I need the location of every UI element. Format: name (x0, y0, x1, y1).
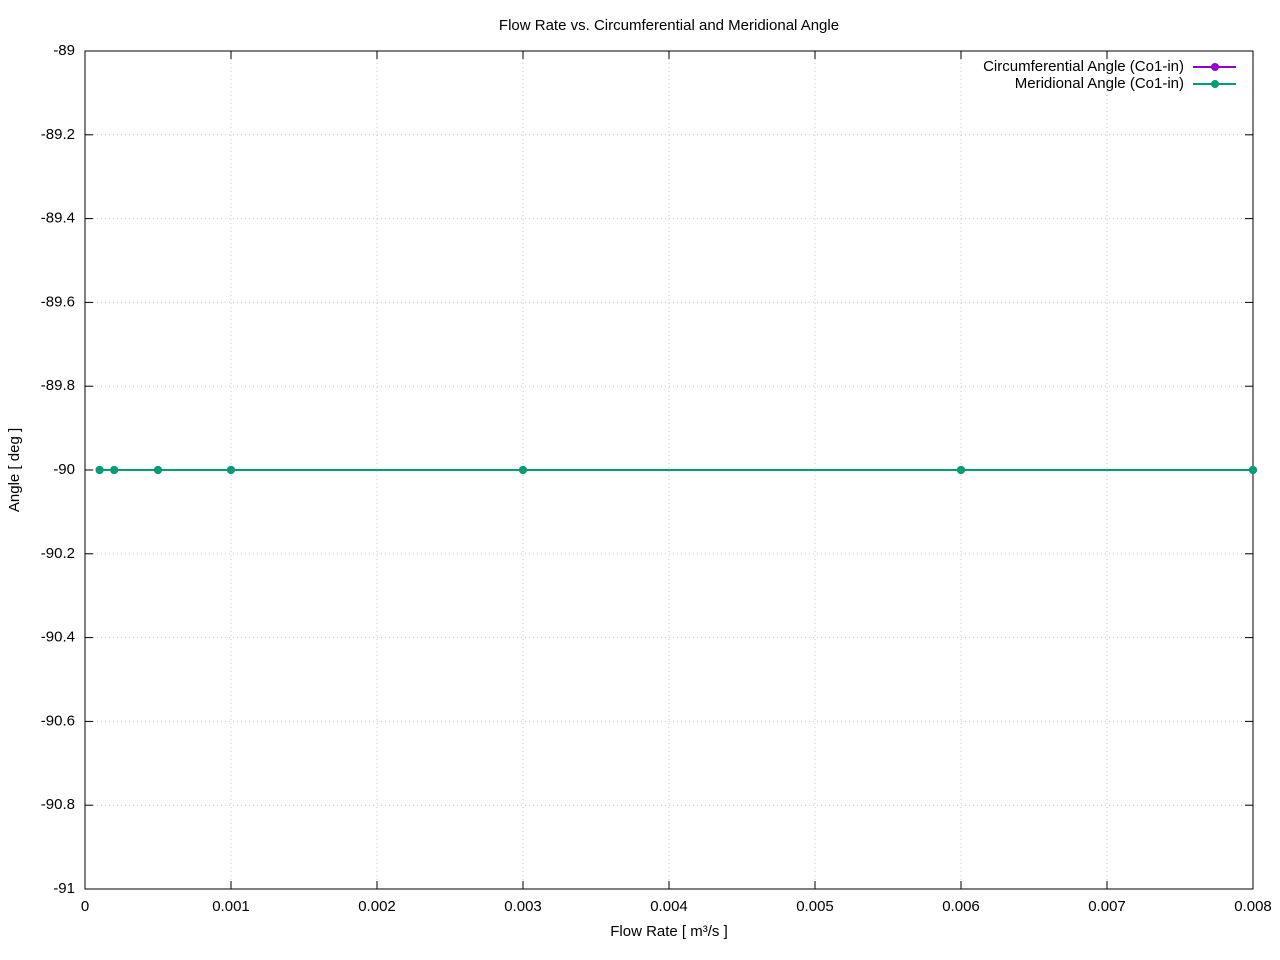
legend-label: Meridional Angle (Co1-in) (1015, 75, 1184, 92)
y-tick-label: -89.4 (41, 210, 75, 227)
y-axis-label: Angle [ deg ] (6, 428, 23, 512)
y-tick-label: -89.2 (41, 126, 75, 143)
chart-title: Flow Rate vs. Circumferential and Meridi… (499, 17, 839, 34)
data-point (519, 466, 527, 474)
y-tick-label: -90.2 (41, 545, 75, 562)
legend-label: Circumferential Angle (Co1-in) (983, 58, 1184, 75)
y-tick-label: -90.8 (41, 796, 75, 813)
legend-marker (1211, 63, 1219, 71)
x-axis-label: Flow Rate [ m³/s ] (610, 923, 728, 940)
x-tick-label: 0.008 (1234, 898, 1272, 915)
x-tick-label: 0.007 (1088, 898, 1126, 915)
y-tick-label: -89.6 (41, 293, 75, 310)
x-tick-label: 0.002 (358, 898, 396, 915)
y-tick-label: -90 (53, 461, 75, 478)
x-tick-label: 0.001 (212, 898, 250, 915)
y-tick-label: -89.8 (41, 377, 75, 394)
x-tick-label: 0.006 (942, 898, 980, 915)
data-point (227, 466, 235, 474)
x-tick-label: 0 (81, 898, 89, 915)
y-tick-label: -89 (53, 42, 75, 59)
y-tick-label: -90.4 (41, 629, 75, 646)
data-point (154, 466, 162, 474)
x-tick-label: 0.003 (504, 898, 542, 915)
data-point (1249, 466, 1257, 474)
data-point (110, 466, 119, 474)
y-tick-label: -91 (53, 880, 75, 897)
x-tick-label: 0.004 (650, 898, 688, 915)
legend-marker (1211, 80, 1219, 88)
data-point (957, 466, 965, 474)
data-point (95, 466, 104, 474)
x-tick-label: 0.005 (796, 898, 834, 915)
y-tick-label: -90.6 (41, 712, 75, 729)
